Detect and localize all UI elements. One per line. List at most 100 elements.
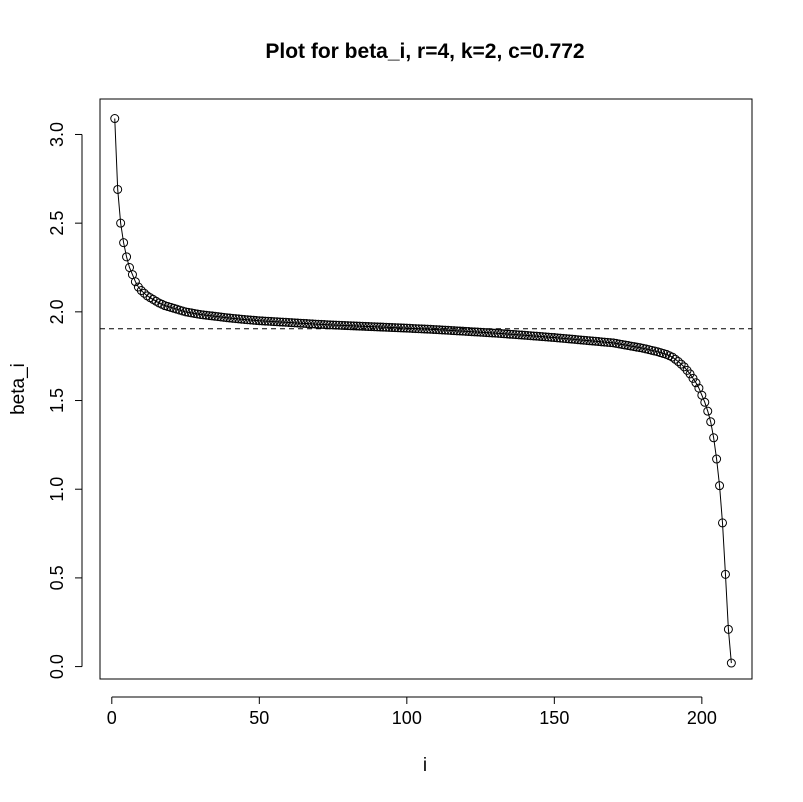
data-point xyxy=(549,333,559,343)
data-point xyxy=(573,335,583,345)
y-tick-label: 0.5 xyxy=(47,565,67,590)
data-point xyxy=(481,328,491,338)
data-point xyxy=(685,369,695,379)
data-point xyxy=(588,336,598,346)
data-point xyxy=(372,322,382,332)
data-point xyxy=(591,336,601,346)
data-point xyxy=(213,312,223,322)
data-point xyxy=(614,339,624,349)
data-point xyxy=(254,316,264,326)
data-point xyxy=(263,316,273,326)
data-point xyxy=(552,333,562,343)
data-point xyxy=(555,333,565,343)
data-point xyxy=(437,325,447,335)
data-point xyxy=(629,342,639,352)
data-point xyxy=(136,286,146,296)
data-point xyxy=(266,316,276,326)
data-point xyxy=(673,357,683,367)
data-point xyxy=(670,354,680,364)
data-point xyxy=(381,322,391,332)
data-point xyxy=(417,324,427,334)
data-point xyxy=(543,332,553,342)
data-point xyxy=(597,337,607,347)
data-point xyxy=(431,325,441,335)
data-point xyxy=(234,314,244,324)
data-point xyxy=(251,315,261,325)
data-point xyxy=(520,330,530,340)
data-point xyxy=(720,569,730,579)
data-point xyxy=(538,332,548,342)
data-point xyxy=(402,323,412,333)
data-point xyxy=(269,317,279,327)
data-point xyxy=(514,330,524,340)
data-point xyxy=(420,324,430,334)
data-point xyxy=(325,320,335,330)
data-point xyxy=(287,318,297,328)
data-point xyxy=(493,328,503,338)
data-point xyxy=(243,315,253,325)
data-point xyxy=(405,323,415,333)
data-point xyxy=(393,323,403,333)
y-axis: 0.0 0.5 1.0 1.5 2.0 2.5 3.0 xyxy=(47,122,83,679)
data-point xyxy=(110,114,120,124)
data-point xyxy=(204,311,214,321)
data-point xyxy=(411,324,421,334)
data-point xyxy=(608,338,618,348)
data-point xyxy=(517,330,527,340)
data-point xyxy=(189,308,199,318)
data-point xyxy=(352,321,362,331)
data-point xyxy=(210,311,220,321)
data-point xyxy=(585,336,595,346)
data-point xyxy=(709,433,719,443)
data-point xyxy=(207,311,217,321)
data-point xyxy=(476,327,486,337)
data-point xyxy=(361,321,371,331)
data-point xyxy=(712,454,722,464)
data-point xyxy=(582,335,592,345)
data-point xyxy=(387,323,397,333)
data-point xyxy=(337,320,347,330)
data-point xyxy=(561,334,571,344)
data-point xyxy=(499,329,509,339)
data-point xyxy=(113,184,123,194)
data-point xyxy=(558,333,568,343)
data-point xyxy=(310,319,320,329)
data-point xyxy=(599,337,609,347)
data-point xyxy=(502,329,512,339)
data-point xyxy=(184,307,194,317)
data-point xyxy=(219,312,229,322)
data-point xyxy=(245,315,255,325)
data-point xyxy=(461,326,471,336)
data-point xyxy=(225,313,235,323)
data-point xyxy=(455,326,465,336)
data-point xyxy=(620,340,630,350)
data-point xyxy=(293,318,303,328)
data-point xyxy=(358,321,368,331)
data-point xyxy=(237,314,247,324)
data-point xyxy=(201,310,211,320)
data-point xyxy=(505,329,515,339)
data-point xyxy=(343,321,353,331)
data-point xyxy=(216,312,226,322)
data-point xyxy=(458,326,468,336)
data-point xyxy=(567,334,577,344)
data-point xyxy=(319,320,329,330)
data-point xyxy=(667,352,677,362)
data-point xyxy=(726,658,736,668)
data-point xyxy=(340,321,350,331)
data-point xyxy=(532,331,542,341)
data-point xyxy=(484,328,494,338)
series-group xyxy=(110,114,736,668)
data-point xyxy=(302,319,312,329)
y-axis-label: beta_i xyxy=(8,363,29,415)
data-point xyxy=(529,331,539,341)
data-point xyxy=(446,325,456,335)
data-point xyxy=(369,322,379,332)
data-point xyxy=(688,373,698,383)
data-point xyxy=(349,321,359,331)
plot-frame xyxy=(99,98,753,680)
data-point xyxy=(299,318,309,328)
data-point xyxy=(576,335,586,345)
data-point xyxy=(281,317,291,327)
data-point xyxy=(307,319,317,329)
